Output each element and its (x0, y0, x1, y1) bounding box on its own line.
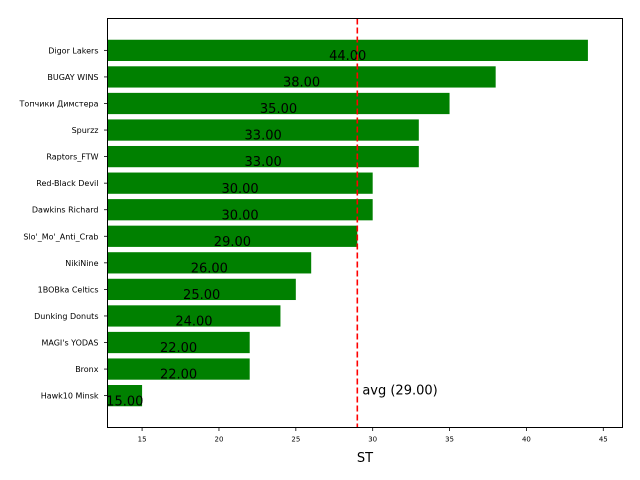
y-axis-ticks: Digor Lakers BUGAY WINS Топчики Димстера Sp… (19, 46, 108, 401)
y-tick-label: Digor Lakers (48, 46, 98, 55)
value-labels-group: 44.00 38.00 35.00 33.00 33.00 30.00 30.00 29.00… (106, 49, 366, 409)
y-tick-label: Red-Black Devil (36, 179, 98, 188)
x-tick-label: 15 (138, 436, 147, 444)
x-tick-label: 20 (214, 436, 223, 444)
bar-value-label: 15.00 (106, 394, 143, 409)
bar-value-label: 33.00 (245, 129, 282, 144)
bars-group (107, 39, 588, 407)
bar (107, 331, 250, 354)
x-tick-label: 25 (291, 436, 300, 444)
bar (107, 145, 419, 168)
bar (107, 66, 496, 88)
y-tick-label: 1BOBka Celtics (38, 285, 99, 294)
y-tick-label: Dawkins Richard (32, 206, 99, 215)
bar (107, 278, 296, 301)
x-axis-ticks: 15 20 25 30 35 40 45 (138, 427, 608, 444)
y-tick-label: MAGI's YODAS (41, 339, 98, 348)
x-tick-label: 40 (522, 436, 531, 444)
bar-value-label: 35.00 (260, 102, 297, 117)
bar-value-label: 25.00 (183, 288, 220, 303)
bar-value-label: 44.00 (329, 49, 366, 64)
bar (107, 92, 450, 115)
x-tick-label: 35 (445, 436, 454, 444)
y-tick-label: NikiNine (65, 259, 98, 268)
y-tick-label: Dunking Donuts (34, 312, 98, 321)
bar-value-label: 30.00 (221, 208, 258, 223)
y-tick-label: Slo'_Mo'_Anti_Crab (23, 232, 98, 241)
y-tick-label: Hawk10 Minsk (41, 392, 99, 401)
bar (107, 358, 250, 380)
y-tick-label: Bronx (75, 365, 99, 374)
x-axis-title: ST (357, 451, 373, 466)
bar (107, 119, 419, 141)
bar (107, 385, 143, 407)
bar-value-label: 29.00 (214, 235, 251, 250)
y-tick-label: Топчики Димстера (19, 99, 99, 108)
bar-value-label: 26.00 (191, 261, 228, 276)
bar-value-label: 33.00 (245, 155, 282, 170)
x-tick-label: 45 (599, 436, 608, 444)
plot-frame (107, 18, 623, 428)
bar-value-label: 24.00 (175, 315, 212, 330)
average-label: avg (29.00) (362, 384, 437, 399)
bar-value-label: 22.00 (160, 341, 197, 356)
bar (107, 39, 588, 61)
bar (107, 172, 373, 194)
x-tick-label: 30 (368, 436, 377, 444)
y-tick-label: Raptors_FTW (46, 153, 98, 162)
bar (107, 225, 358, 247)
bar-value-label: 38.00 (283, 76, 320, 91)
bar (107, 199, 373, 221)
y-tick-label: Spurzz (72, 126, 99, 135)
bar-value-label: 22.00 (160, 368, 197, 383)
bar-value-label: 30.00 (221, 182, 258, 197)
bar (107, 305, 281, 327)
y-tick-label: BUGAY WINS (47, 73, 98, 82)
bar (107, 252, 312, 274)
